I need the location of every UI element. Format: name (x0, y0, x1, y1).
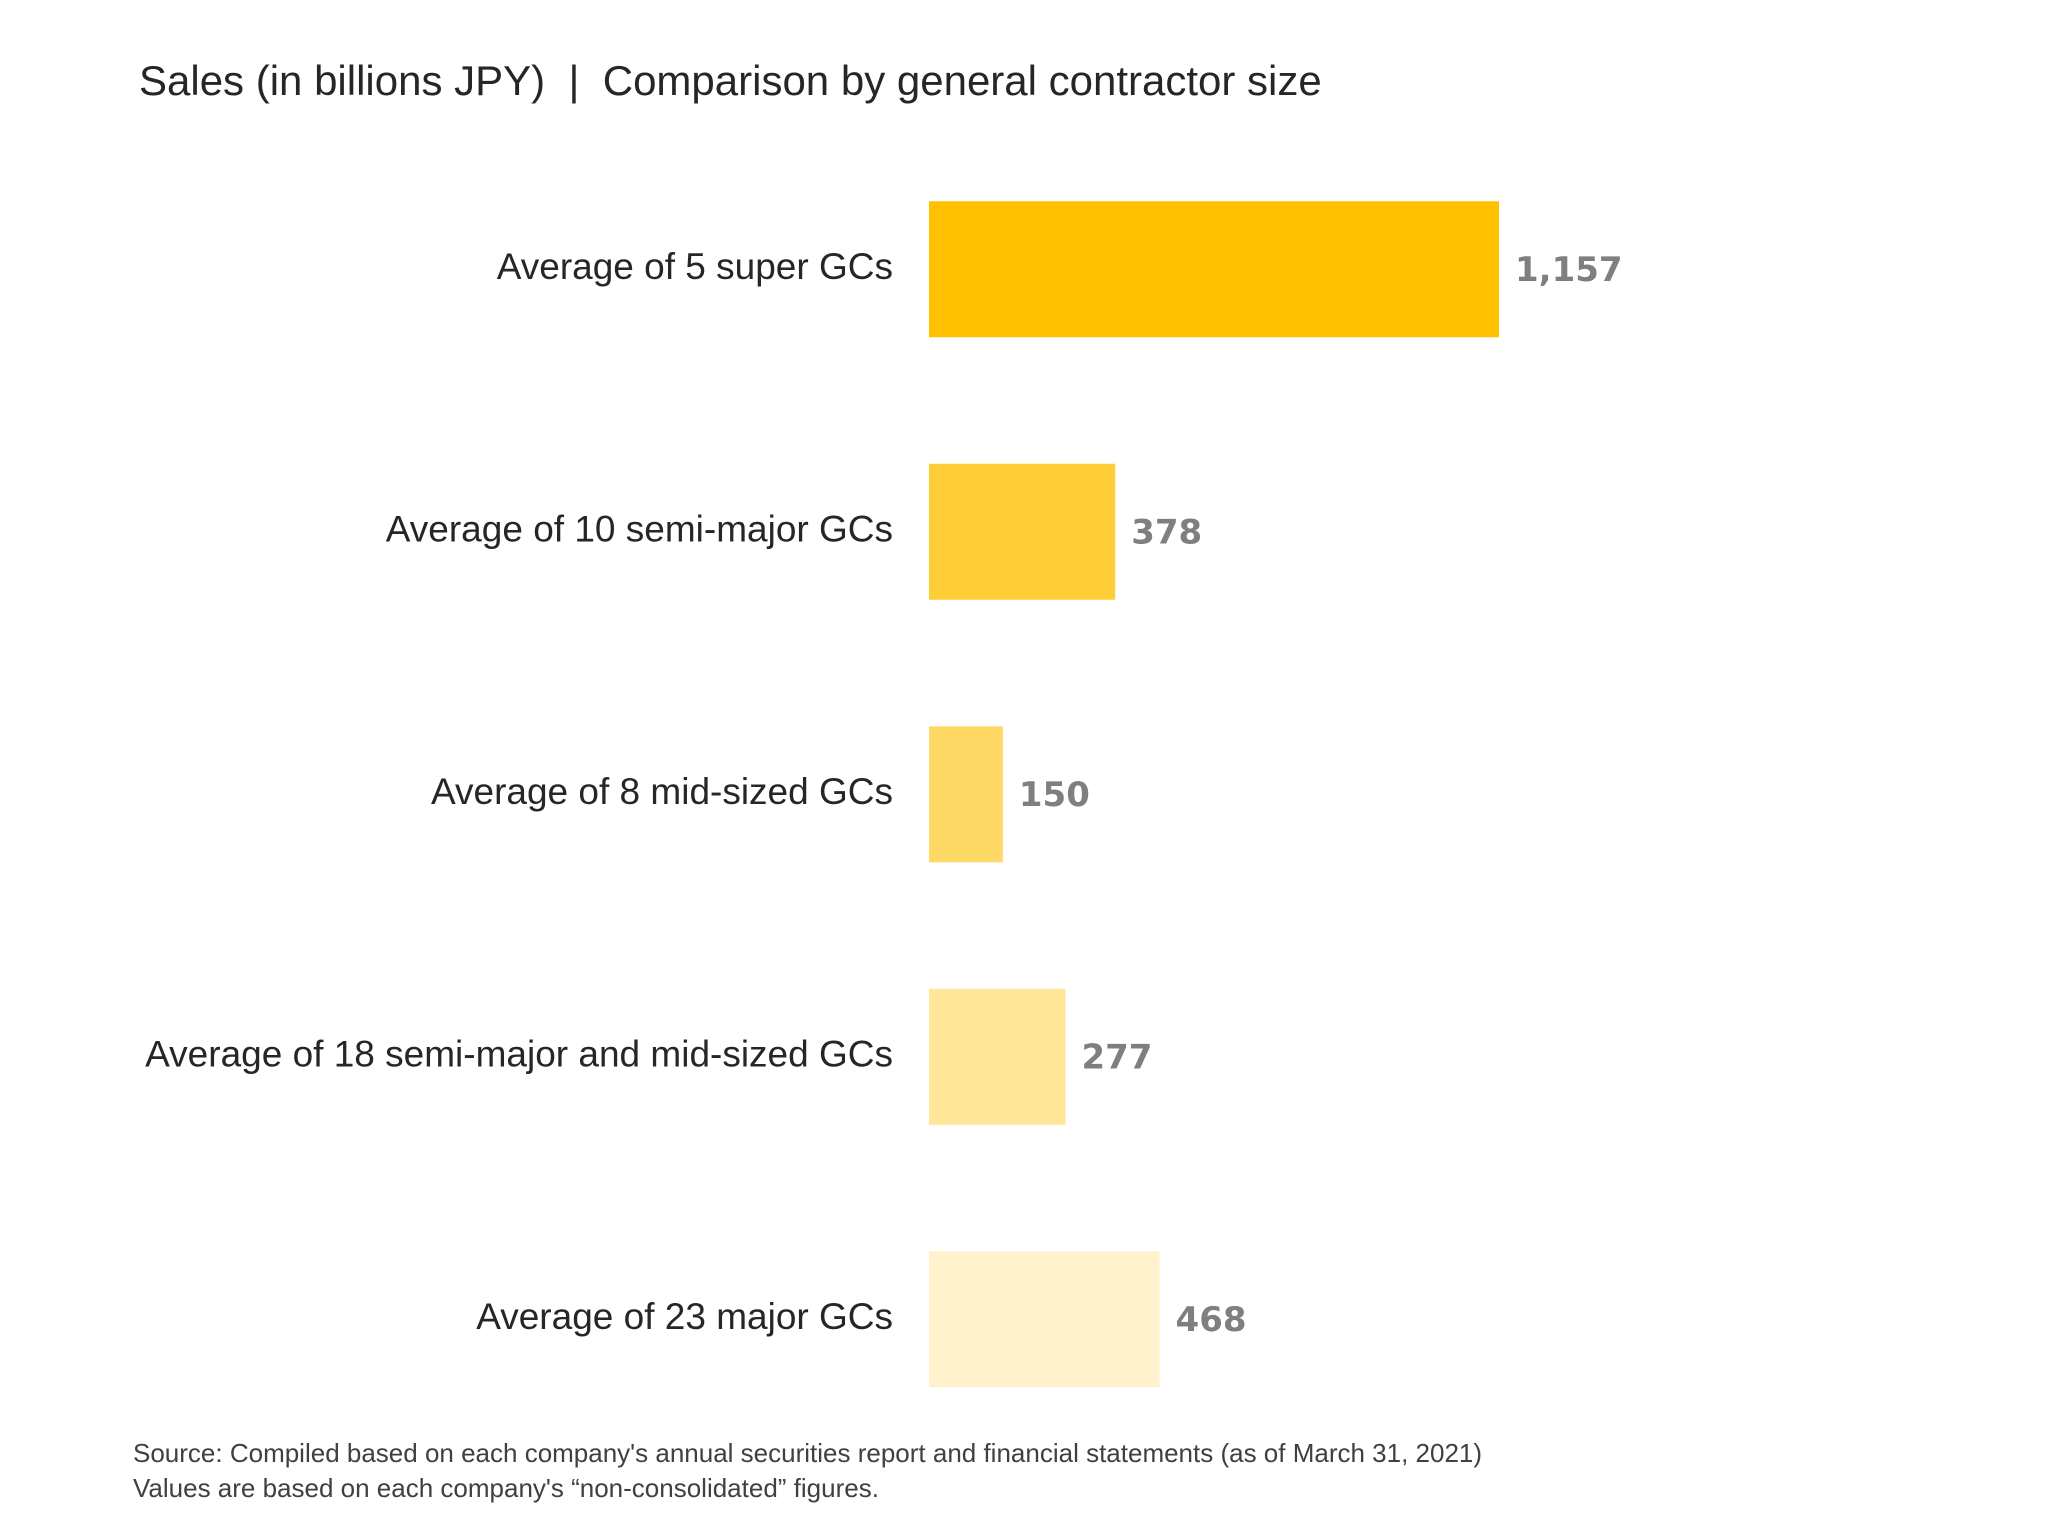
bar (929, 1251, 1160, 1388)
category-label: Average of 8 mid-sized GCs (431, 771, 893, 812)
bar (929, 463, 1116, 600)
source-note: Source: Compiled based on each company's… (133, 1438, 1482, 1468)
category-label: Average of 5 super GCs (497, 246, 893, 287)
bar (929, 201, 1499, 338)
source-note: Values are based on each company's “non-… (133, 1473, 879, 1503)
category-label: Average of 18 semi-major and mid-sized G… (145, 1034, 893, 1075)
category-label: Average of 23 major GCs (476, 1296, 893, 1337)
bar (929, 726, 1003, 863)
value-label: 150 (1019, 775, 1090, 815)
value-label: 468 (1176, 1300, 1247, 1340)
value-label: 378 (1131, 512, 1202, 552)
value-label: 1,157 (1515, 250, 1623, 290)
category-label: Average of 10 semi-major GCs (386, 509, 893, 550)
bar (929, 988, 1066, 1125)
value-label: 277 (1081, 1037, 1152, 1077)
chart-title: Sales (in billions JPY) | Comparison by … (139, 57, 1322, 104)
